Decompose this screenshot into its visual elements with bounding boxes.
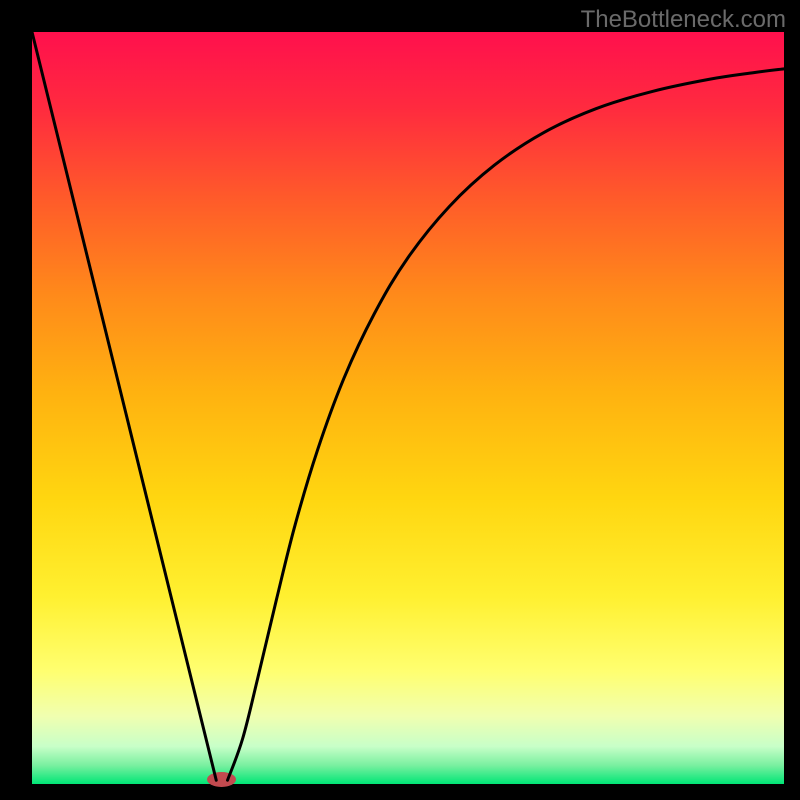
chart-container: TheBottleneck.com — [0, 0, 800, 800]
plot-area — [32, 32, 784, 784]
watermark-text: TheBottleneck.com — [581, 6, 786, 34]
bottleneck-curve — [32, 32, 784, 784]
